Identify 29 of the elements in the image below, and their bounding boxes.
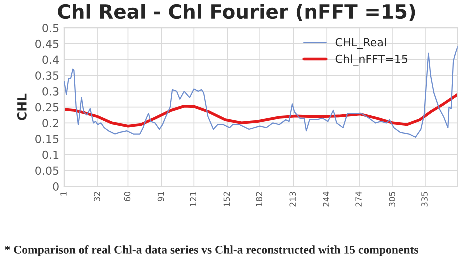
line-series [64,93,458,128]
chart-title: Chl Real - Chl Fourier (nFFT =15) [58,4,416,22]
y-tick-label: 0.15 [36,135,59,144]
x-tick-label: 60 [124,192,131,202]
text: * Comparison of real Chl-a data series vs Chl-a reconstructed with 15 components [5,245,419,256]
y-tick-label: 0.3 [42,87,59,96]
y-tick-label: 0.25 [36,103,59,112]
y-tick-label: 0.1 [42,150,59,160]
x-tick-label: 121 [190,192,196,206]
x-tick-label: 182 [256,192,263,206]
y-tick-label: 0.5 [42,24,59,32]
y-tick-label: 0.4 [42,56,59,64]
x-tick-label: 244 [323,192,330,207]
y-tick-label: 0.2 [42,119,58,128]
legend-label: Chl_nFFT=15 [336,54,408,66]
x-tick-label: 152 [224,192,230,206]
y-tick-label: 0 [53,182,59,191]
y-tick-label: 0.05 [36,166,59,176]
x-tick-label: 274 [356,192,362,207]
legend-label: CHL_Real [336,38,386,50]
y-tick-label: 0.45 [36,40,59,48]
y-tick-label: 0.35 [36,72,59,80]
x-tick-label: 305 [389,192,396,207]
x-tick-label: 91 [158,192,164,202]
x-tick-label: 1 [60,192,67,196]
y-axis-title: CHL [17,94,27,120]
x-tick-label: 32 [94,192,100,202]
x-tick-label: 335 [422,192,428,207]
x-tick-label: 213 [290,192,296,207]
